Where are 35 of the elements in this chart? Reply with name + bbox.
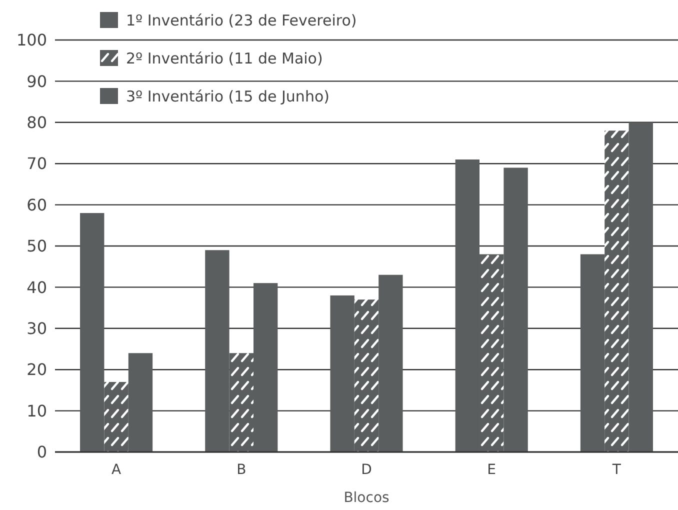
bar: [378, 274, 403, 452]
bar: [229, 353, 254, 452]
x-tick-label: B: [236, 462, 246, 478]
x-tick-label: T: [611, 462, 622, 478]
bar: [104, 382, 128, 452]
legend-label: 1º Inventário (23 de Fevereiro): [126, 11, 357, 30]
bar: [455, 159, 480, 452]
y-tick-label: 10: [26, 401, 47, 420]
y-tick-label: 20: [26, 360, 47, 380]
x-tick-label: A: [112, 462, 122, 478]
bar: [354, 300, 379, 452]
bar: [480, 254, 504, 452]
bar: [205, 250, 230, 452]
legend-label: 2º Inventário (11 de Maio): [126, 49, 323, 68]
y-tick-label: 100: [16, 30, 47, 50]
x-tick-label: D: [361, 462, 372, 478]
y-tick-label: 30: [26, 319, 47, 338]
bar: [80, 213, 104, 452]
bar: [604, 130, 629, 452]
bar: [628, 122, 653, 452]
y-tick-label: 0: [36, 442, 47, 462]
y-tick-label: 80: [26, 113, 47, 132]
x-axis-title: Blocos: [344, 490, 390, 506]
y-tick-label: 70: [26, 154, 47, 174]
x-tick-label: E: [487, 462, 496, 478]
bar: [253, 283, 278, 452]
y-tick-label: 60: [26, 195, 47, 214]
y-tick-label: 50: [26, 236, 47, 256]
legend-label: 3º Inventário (15 de Junho): [126, 87, 330, 106]
y-tick-label: 90: [26, 72, 47, 91]
bar: [580, 254, 605, 452]
y-tick-label: 40: [26, 278, 47, 297]
bar: [128, 353, 153, 452]
bar: [330, 295, 354, 452]
bar: [504, 168, 528, 452]
